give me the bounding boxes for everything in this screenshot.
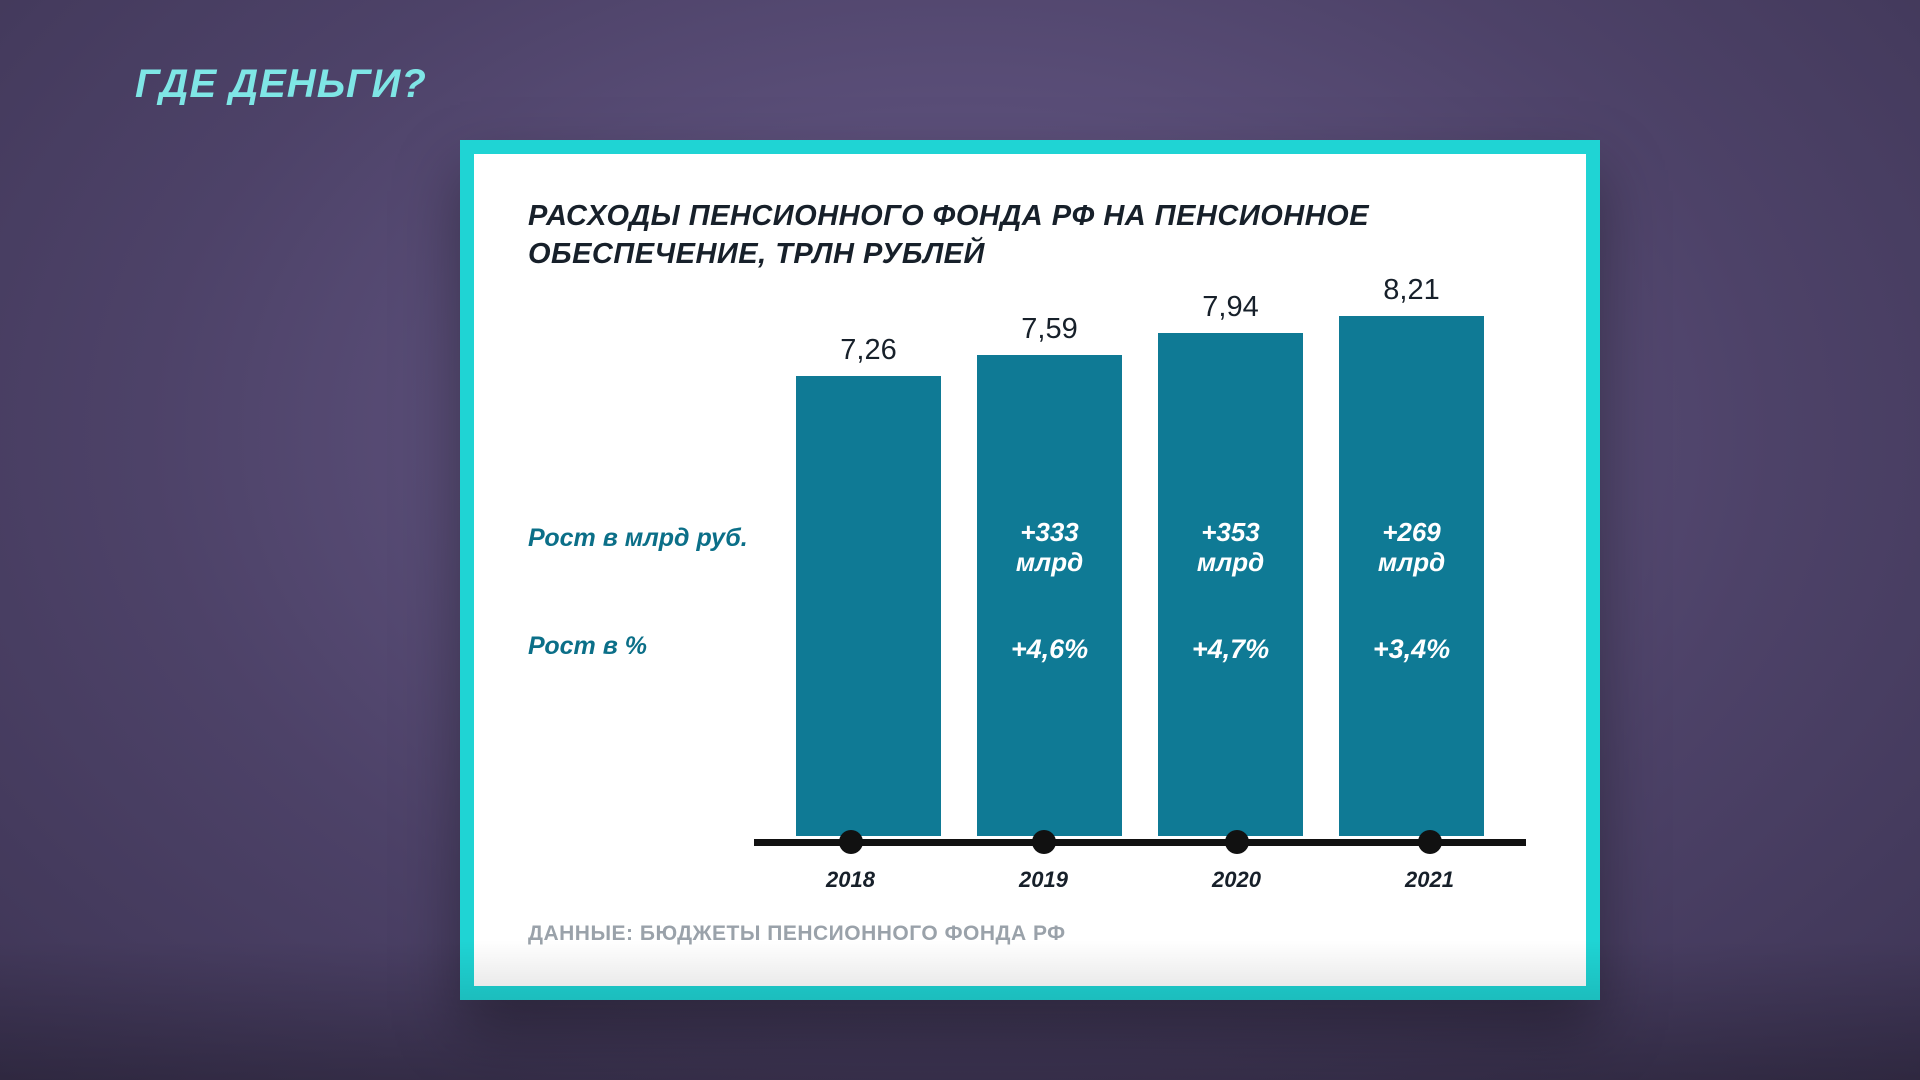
- bar-value-label: 7,59: [1021, 313, 1077, 346]
- bar-slot: 7,59 +333млрд +4,6%: [977, 314, 1122, 836]
- bar-growth-abs: +269млрд: [1339, 518, 1484, 578]
- row-label-growth-pct: Рост в %: [528, 632, 647, 661]
- chart-title: РАСХОДЫ ПЕНСИОННОГО ФОНДА РФ НА ПЕНСИОНН…: [528, 198, 1532, 273]
- bar-growth-abs: +353млрд: [1158, 518, 1303, 578]
- bar-growth-pct: +4,7%: [1158, 634, 1303, 665]
- axis-tick-label: 2018: [826, 867, 875, 893]
- page-title: ГДЕ ДЕНЬГИ?: [135, 62, 427, 107]
- bar: 7,26: [796, 376, 941, 836]
- axis-tick-label: 2020: [1212, 867, 1261, 893]
- chart-card: РАСХОДЫ ПЕНСИОННОГО ФОНДА РФ НА ПЕНСИОНН…: [460, 140, 1600, 1000]
- axis-line: [754, 839, 1526, 846]
- bar-growth-pct: +3,4%: [1339, 634, 1484, 665]
- bar-slot: 7,26: [796, 314, 941, 836]
- bar: 7,94+353млрд+4,7%: [1158, 333, 1303, 836]
- chart-card-inner: РАСХОДЫ ПЕНСИОННОГО ФОНДА РФ НА ПЕНСИОНН…: [474, 154, 1586, 986]
- bar: 8,21+269млрд+3,4%: [1339, 316, 1484, 836]
- bar-value-label: 8,21: [1383, 274, 1439, 307]
- axis-tick-label: 2021: [1405, 867, 1454, 893]
- chart-source: ДАННЫЕ: БЮДЖЕТЫ ПЕНСИОННОГО ФОНДА РФ: [528, 922, 1066, 946]
- bar-value-label: 7,94: [1202, 291, 1258, 324]
- chart-bars: 7,267,59+333млрд+4,6%7,94+353млрд+4,7%8,…: [778, 314, 1502, 836]
- row-label-growth-abs: Рост в млрд руб.: [528, 524, 748, 553]
- axis-tick-dot: [839, 830, 863, 854]
- axis-tick-dot: [1225, 830, 1249, 854]
- bar-slot: 8,21+269млрд+3,4%: [1339, 314, 1484, 836]
- bar-growth-abs: +333млрд: [977, 518, 1122, 578]
- bar-value-label: 7,26: [840, 334, 896, 367]
- bar: 7,59+333млрд+4,6%: [977, 355, 1122, 836]
- axis-tick-label: 2019: [1019, 867, 1068, 893]
- bar-growth-pct: +4,6%: [977, 634, 1122, 665]
- axis-tick-dot: [1418, 830, 1442, 854]
- bar-slot: 7,94+353млрд+4,7%: [1158, 314, 1303, 836]
- chart-x-axis: 2018201920202021: [754, 821, 1526, 871]
- chart-plot: Рост в млрд руб. Рост в % 7,26 7,59 +333мл…: [528, 314, 1532, 836]
- axis-tick-dot: [1032, 830, 1056, 854]
